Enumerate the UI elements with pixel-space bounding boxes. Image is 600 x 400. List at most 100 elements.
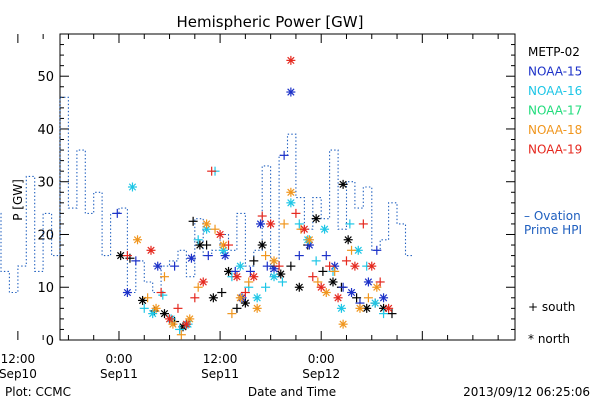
marker-noaa-19 bbox=[341, 256, 351, 266]
marker-noaa-18 bbox=[193, 282, 203, 292]
marker-noaa-15 bbox=[294, 251, 304, 261]
marker-noaa-19 bbox=[122, 251, 132, 261]
marker-noaa-18 bbox=[321, 288, 331, 298]
footer-timestamp: 2013/09/12 06:25:06 bbox=[463, 385, 590, 399]
x-tick-date-label: Sep10 bbox=[0, 367, 37, 381]
marker-noaa-18 bbox=[330, 266, 340, 276]
footer-plot-source: Plot: CCMC bbox=[5, 385, 71, 399]
marker-noaa-16 bbox=[370, 298, 380, 308]
marker-metp-02 bbox=[286, 261, 296, 271]
marker-noaa-18 bbox=[227, 309, 237, 319]
y-tick-label: 50 bbox=[37, 70, 54, 85]
marker-noaa-15 bbox=[112, 208, 122, 218]
marker-noaa-15 bbox=[372, 245, 382, 255]
marker-noaa-19 bbox=[375, 277, 385, 287]
x-tick-date-label: Sep11 bbox=[100, 367, 138, 381]
x-tick-time-label: 0:00 bbox=[308, 352, 335, 366]
marker-noaa-19 bbox=[224, 240, 234, 250]
x-tick-time-label: 12:00 bbox=[203, 352, 238, 366]
marker-noaa-19 bbox=[274, 261, 284, 271]
marker-noaa-19 bbox=[207, 166, 217, 176]
marker-noaa-15 bbox=[170, 261, 180, 271]
marker-noaa-15 bbox=[379, 293, 389, 303]
marker-noaa-16 bbox=[336, 303, 346, 313]
marker-noaa-19 bbox=[299, 224, 309, 234]
marker-noaa-19 bbox=[156, 288, 166, 298]
marker-noaa-15 bbox=[321, 251, 331, 261]
marker-noaa-18 bbox=[168, 319, 178, 329]
marker-noaa-19 bbox=[249, 272, 259, 282]
marker-noaa-18 bbox=[313, 277, 323, 287]
marker-noaa-18 bbox=[159, 272, 169, 282]
marker-noaa-15 bbox=[269, 264, 279, 274]
marker-noaa-18 bbox=[347, 245, 357, 255]
y-tick-label: 0 bbox=[46, 334, 54, 349]
marker-metp-02 bbox=[217, 288, 227, 298]
marker-noaa-19 bbox=[286, 55, 296, 65]
legend-south-marker: + south bbox=[528, 300, 575, 314]
marker-noaa-18 bbox=[235, 293, 245, 303]
marker-metp-02 bbox=[343, 235, 353, 245]
marker-noaa-16 bbox=[139, 303, 149, 313]
marker-noaa-18 bbox=[261, 251, 271, 261]
legend-entry-ovation-hpi: Prime HPI bbox=[524, 223, 582, 237]
marker-metp-02 bbox=[208, 293, 218, 303]
y-axis-ticks: 0 10 20 30 40 50 bbox=[37, 33, 515, 349]
marker-noaa-18 bbox=[269, 256, 279, 266]
marker-noaa-18 bbox=[244, 277, 254, 287]
marker-noaa-19 bbox=[266, 219, 276, 229]
marker-noaa-16 bbox=[261, 282, 271, 292]
legend-entry-metp-02: METP-02 bbox=[528, 45, 580, 59]
marker-metp-02 bbox=[352, 293, 362, 303]
legend-entry-noaa-17: NOAA-17 bbox=[528, 104, 582, 118]
marker-noaa-19 bbox=[333, 293, 343, 303]
marker-noaa-15 bbox=[245, 266, 255, 276]
marker-noaa-18 bbox=[279, 219, 289, 229]
marker-noaa-18 bbox=[151, 303, 161, 313]
marker-metp-02 bbox=[294, 282, 304, 292]
marker-metp-02 bbox=[338, 179, 348, 189]
marker-noaa-15 bbox=[347, 288, 357, 298]
marker-noaa-19 bbox=[165, 314, 175, 324]
marker-noaa-16 bbox=[252, 293, 262, 303]
x-tick-time-label: 0:00 bbox=[106, 352, 133, 366]
marker-metp-02 bbox=[311, 214, 321, 224]
marker-noaa-18 bbox=[133, 235, 143, 245]
marker-noaa-16 bbox=[345, 219, 355, 229]
marker-noaa-15 bbox=[131, 256, 141, 266]
legend-entry-noaa-15: NOAA-15 bbox=[528, 65, 582, 79]
marker-noaa-18 bbox=[372, 282, 382, 292]
y-tick-label: 20 bbox=[37, 228, 54, 243]
marker-noaa-16 bbox=[148, 309, 158, 319]
plot-frame bbox=[59, 33, 516, 341]
marker-noaa-16 bbox=[193, 235, 203, 245]
legend-north-marker: * north bbox=[528, 332, 570, 346]
marker-noaa-16 bbox=[127, 182, 137, 192]
marker-noaa-16 bbox=[269, 272, 279, 282]
marker-metp-02 bbox=[387, 309, 397, 319]
marker-metp-02 bbox=[318, 266, 328, 276]
marker-noaa-15 bbox=[363, 277, 373, 287]
legend: METP-02 NOAA-15 NOAA-16 NOAA-17 NOAA-18 NOAA-… bbox=[524, 45, 582, 346]
marker-noaa-19 bbox=[215, 229, 225, 239]
marker-metp-02 bbox=[257, 240, 267, 250]
x-tick-time-label: 12:00 bbox=[1, 352, 36, 366]
legend-entry-ovation-hpi: – Ovation bbox=[524, 209, 581, 223]
marker-noaa-15 bbox=[262, 261, 272, 271]
marker-noaa-18 bbox=[355, 303, 365, 313]
marker-noaa-15 bbox=[338, 282, 348, 292]
marker-noaa-15 bbox=[122, 288, 132, 298]
marker-noaa-19 bbox=[367, 261, 377, 271]
marker-noaa-19 bbox=[198, 277, 208, 287]
marker-metp-02 bbox=[276, 269, 286, 279]
y-tick-label: 30 bbox=[37, 176, 54, 191]
marker-noaa-16 bbox=[294, 219, 304, 229]
marker-metp-02 bbox=[232, 303, 242, 313]
marker-noaa-19 bbox=[240, 288, 250, 298]
marker-metp-02 bbox=[249, 256, 259, 266]
marker-noaa-19 bbox=[257, 211, 267, 221]
y-axis-label: P [GW] bbox=[11, 179, 25, 221]
chart-title: Hemispheric Power [GW] bbox=[177, 13, 364, 31]
marker-noaa-18 bbox=[202, 219, 212, 229]
